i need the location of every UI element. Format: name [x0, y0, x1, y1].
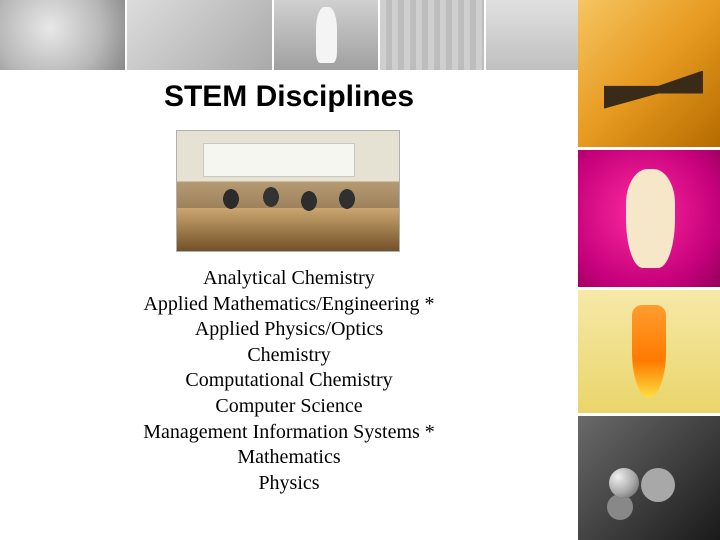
list-item: Mathematics	[0, 445, 578, 471]
side-panel-skeleton	[578, 150, 720, 290]
top-banner-segment	[274, 0, 380, 70]
top-banner-segment	[0, 0, 127, 70]
list-item: Chemistry	[0, 343, 578, 369]
list-item: Management Information Systems *	[0, 420, 578, 446]
list-item: Applied Physics/Optics	[0, 317, 578, 343]
top-banner-segment	[486, 0, 580, 70]
top-banner-segment	[380, 0, 486, 70]
list-item: Analytical Chemistry	[0, 266, 578, 292]
list-item: Computational Chemistry	[0, 368, 578, 394]
side-panel-telescope	[578, 0, 720, 150]
side-panel-test-tube	[578, 290, 720, 416]
side-panel-newtons-cradle	[578, 416, 720, 540]
top-banner-segment	[127, 0, 275, 70]
side-image-column	[578, 0, 720, 540]
discipline-list: Analytical Chemistry Applied Mathematics…	[0, 266, 578, 496]
list-item: Physics	[0, 471, 578, 497]
classroom-image	[176, 130, 400, 252]
top-banner-strip	[0, 0, 580, 70]
list-item: Computer Science	[0, 394, 578, 420]
list-item: Applied Mathematics/Engineering *	[0, 292, 578, 318]
slide-title: STEM Disciplines	[0, 80, 578, 114]
